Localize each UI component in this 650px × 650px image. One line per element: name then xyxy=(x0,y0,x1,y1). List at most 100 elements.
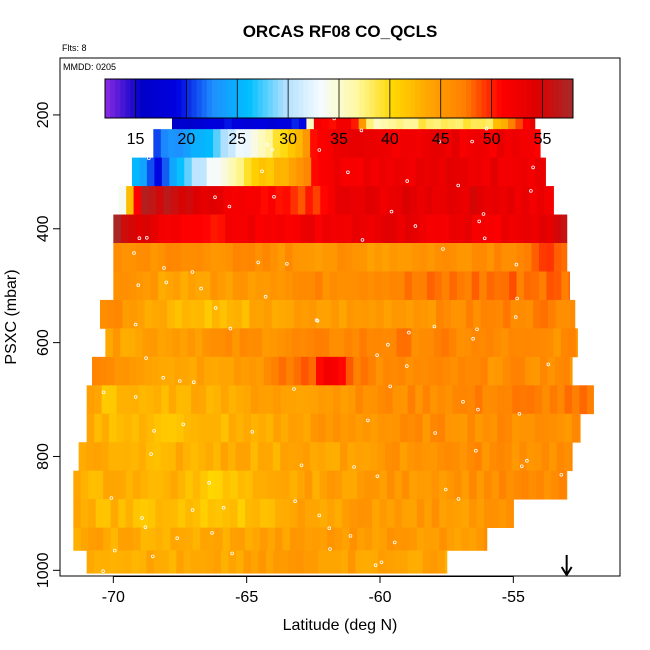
colorbar-cell xyxy=(237,79,243,118)
colorbar-cell xyxy=(420,79,426,118)
heat-cell xyxy=(372,527,381,551)
heat-cell xyxy=(162,499,171,529)
heat-cell xyxy=(183,413,192,443)
heat-cell xyxy=(561,243,568,272)
heat-cell xyxy=(105,328,114,358)
heat-cell xyxy=(399,129,408,159)
heat-cell xyxy=(218,356,227,386)
heat-cell xyxy=(452,129,461,159)
heat-cell xyxy=(168,550,177,574)
heat-cell xyxy=(221,413,230,443)
heat-cell xyxy=(432,186,441,215)
heat-cell xyxy=(474,129,483,159)
data-point xyxy=(388,384,393,389)
heat-cell xyxy=(416,470,425,500)
heat-cell xyxy=(481,442,490,472)
data-point xyxy=(207,480,211,485)
heat-cell xyxy=(330,356,339,386)
heat-cell xyxy=(327,527,336,551)
heat-cell xyxy=(430,385,439,415)
heat-cell xyxy=(173,214,182,244)
heat-cell xyxy=(497,385,506,415)
heat-cell xyxy=(73,470,82,500)
heat-cell xyxy=(367,214,376,244)
heat-cell xyxy=(220,129,229,159)
colorbar-tick-label: 20 xyxy=(177,131,195,148)
heat-cell xyxy=(399,442,408,472)
heat-cell xyxy=(292,271,301,301)
heat-cell xyxy=(586,385,594,415)
colorbar-cell xyxy=(318,79,325,118)
heat-cell xyxy=(351,328,360,358)
colorbar-cell xyxy=(344,79,350,118)
heat-cell xyxy=(167,299,176,329)
heat-cell xyxy=(265,550,274,574)
heat-cell xyxy=(489,413,498,443)
colorbar-cell xyxy=(562,79,569,118)
data-point xyxy=(145,236,149,240)
heat-cell xyxy=(132,157,141,187)
heat-cell xyxy=(236,157,245,187)
heat-cell xyxy=(200,499,209,529)
heat-cell xyxy=(215,186,224,215)
heat-cell xyxy=(446,527,455,551)
heat-cell xyxy=(387,186,396,215)
heat-cell xyxy=(235,129,244,159)
heat-cell xyxy=(300,243,309,272)
heat-cell xyxy=(302,442,311,472)
heat-cell xyxy=(120,328,129,358)
heat-cell xyxy=(310,129,319,159)
heat-cell xyxy=(437,550,446,574)
heat-cell xyxy=(456,243,465,272)
heat-cell xyxy=(206,413,215,443)
heat-cell xyxy=(491,470,500,500)
heat-cell xyxy=(532,356,541,386)
heat-cell xyxy=(282,499,291,529)
heat-cell xyxy=(383,356,392,386)
colorbar-cell xyxy=(130,79,137,118)
heat-cell xyxy=(318,385,327,415)
heat-cell xyxy=(501,271,510,301)
heat-cell xyxy=(378,157,387,187)
heat-cell xyxy=(454,499,463,529)
heat-cell xyxy=(423,157,432,187)
heat-cell xyxy=(531,271,540,301)
heat-cell xyxy=(445,550,448,574)
heat-cell xyxy=(308,356,317,386)
heat-cell xyxy=(362,442,371,472)
heat-cell xyxy=(370,385,379,415)
heat-cell xyxy=(357,186,366,215)
data-point xyxy=(299,463,304,468)
heat-cell xyxy=(118,470,127,500)
heat-cell xyxy=(362,129,371,159)
x-tick-label: -55 xyxy=(502,589,525,606)
data-point xyxy=(221,505,226,510)
colorbar-cell xyxy=(527,79,533,118)
heat-cell xyxy=(210,271,219,301)
heat-cell xyxy=(484,527,488,551)
heat-cell xyxy=(509,271,518,301)
heat-cell xyxy=(95,470,104,500)
data-point xyxy=(199,286,203,291)
y-tick-label: 400 xyxy=(35,215,52,242)
heat-cell xyxy=(359,271,368,301)
heat-cell xyxy=(325,129,334,159)
heat-cell xyxy=(251,157,260,187)
heat-cell xyxy=(200,527,209,551)
heat-cell xyxy=(135,328,144,358)
data-point xyxy=(144,356,148,360)
heat-cell xyxy=(379,527,388,551)
heat-cell xyxy=(439,470,448,500)
heat-cell xyxy=(118,527,127,551)
heat-cell xyxy=(465,299,474,329)
heat-cell xyxy=(129,356,138,386)
heat-cell xyxy=(501,328,510,358)
heat-cell xyxy=(447,186,456,215)
heat-cell xyxy=(430,550,439,574)
heat-cell xyxy=(124,385,133,415)
heat-cell xyxy=(168,413,177,443)
heat-cell xyxy=(297,470,306,500)
heat-cell xyxy=(292,328,301,358)
heat-cell xyxy=(382,243,391,272)
heat-cell xyxy=(101,413,110,443)
